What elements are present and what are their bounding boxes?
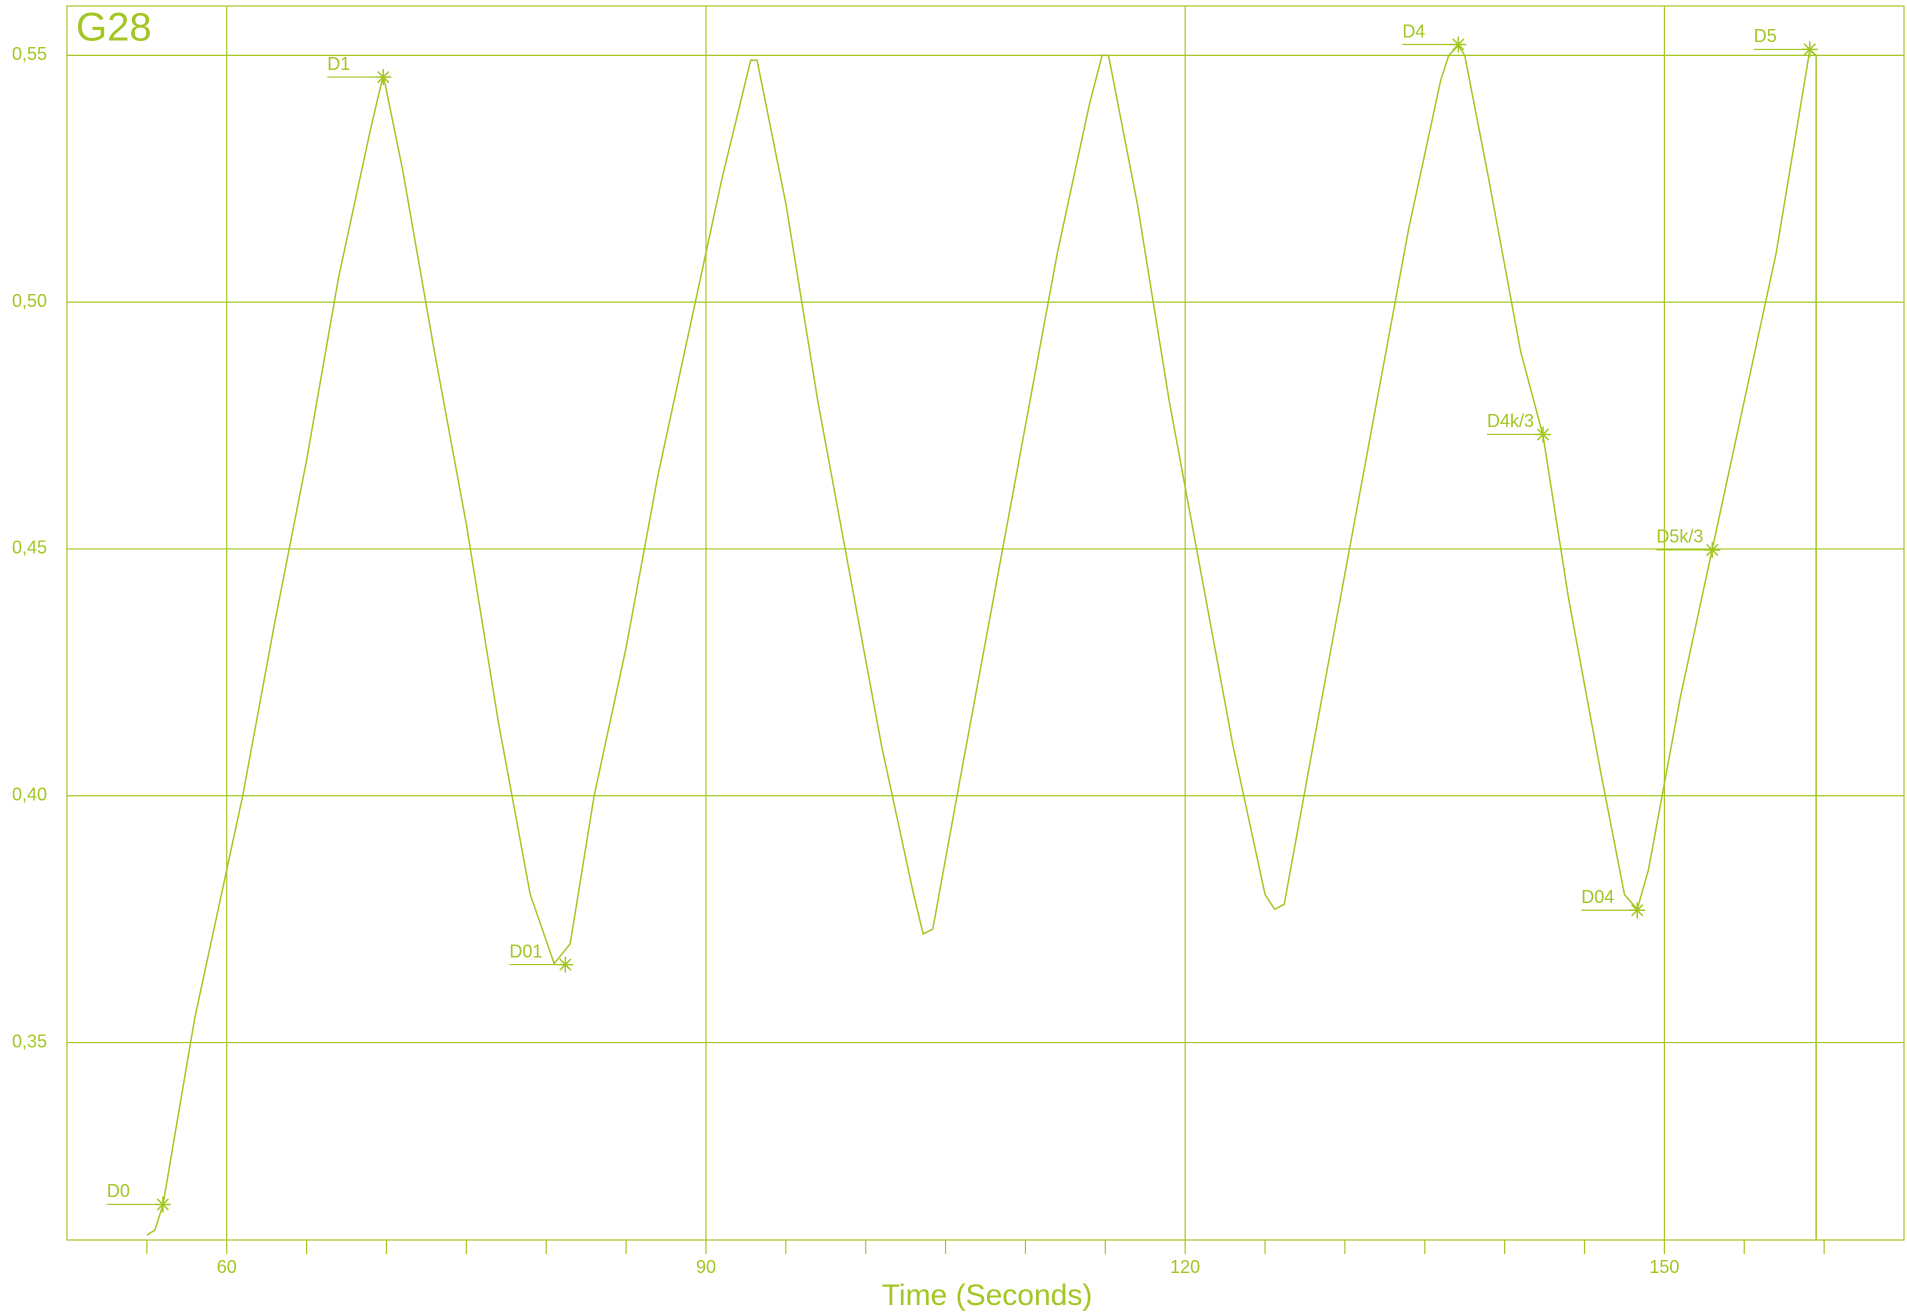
annotation-marker: [375, 69, 392, 86]
annotation-label: D0: [107, 1181, 130, 1201]
annotation-marker: [1704, 541, 1721, 558]
plot-frame: [66, 5, 1905, 1241]
marker-stroke: [1803, 43, 1816, 56]
annotation-label: D5k/3: [1656, 527, 1703, 547]
x-tick-label: 150: [1649, 1257, 1679, 1277]
marker-stroke: [1536, 428, 1550, 441]
marker-stroke: [156, 1198, 169, 1211]
y-tick-label: 0,35: [12, 1031, 47, 1051]
x-tick-label: 120: [1170, 1257, 1200, 1277]
y-tick-label: 0,40: [12, 785, 47, 805]
x-axis-label: Time (Seconds): [882, 1279, 1093, 1312]
y-tick-label: 0,55: [12, 44, 47, 64]
y-tick-label: 0,50: [12, 291, 47, 311]
marker-stroke: [559, 958, 572, 971]
marker-stroke: [377, 70, 390, 84]
marker-stroke: [1452, 38, 1465, 51]
annotation-label: D4: [1402, 21, 1425, 41]
annotation-marker: [1629, 902, 1646, 919]
annotation-marker: [557, 956, 574, 973]
annotation-label: D4k/3: [1487, 411, 1534, 431]
annotation-label: D04: [1581, 887, 1614, 907]
annotation-marker: [1534, 426, 1551, 443]
x-tick-label: 90: [696, 1257, 716, 1277]
annotation-label: D1: [327, 54, 350, 74]
annotation-marker: [154, 1196, 171, 1213]
data-line: [146, 44, 1817, 1240]
annotation-marker: [1801, 41, 1818, 58]
marker-stroke: [1706, 543, 1719, 557]
chart-title: G28: [76, 6, 152, 50]
annotation-marker: [1450, 36, 1467, 53]
annotation-label: D5: [1754, 26, 1777, 46]
marker-stroke: [1631, 904, 1644, 917]
x-tick-label: 60: [217, 1257, 237, 1277]
annotation-label: D01: [509, 941, 542, 961]
y-tick-label: 0,45: [12, 538, 47, 558]
